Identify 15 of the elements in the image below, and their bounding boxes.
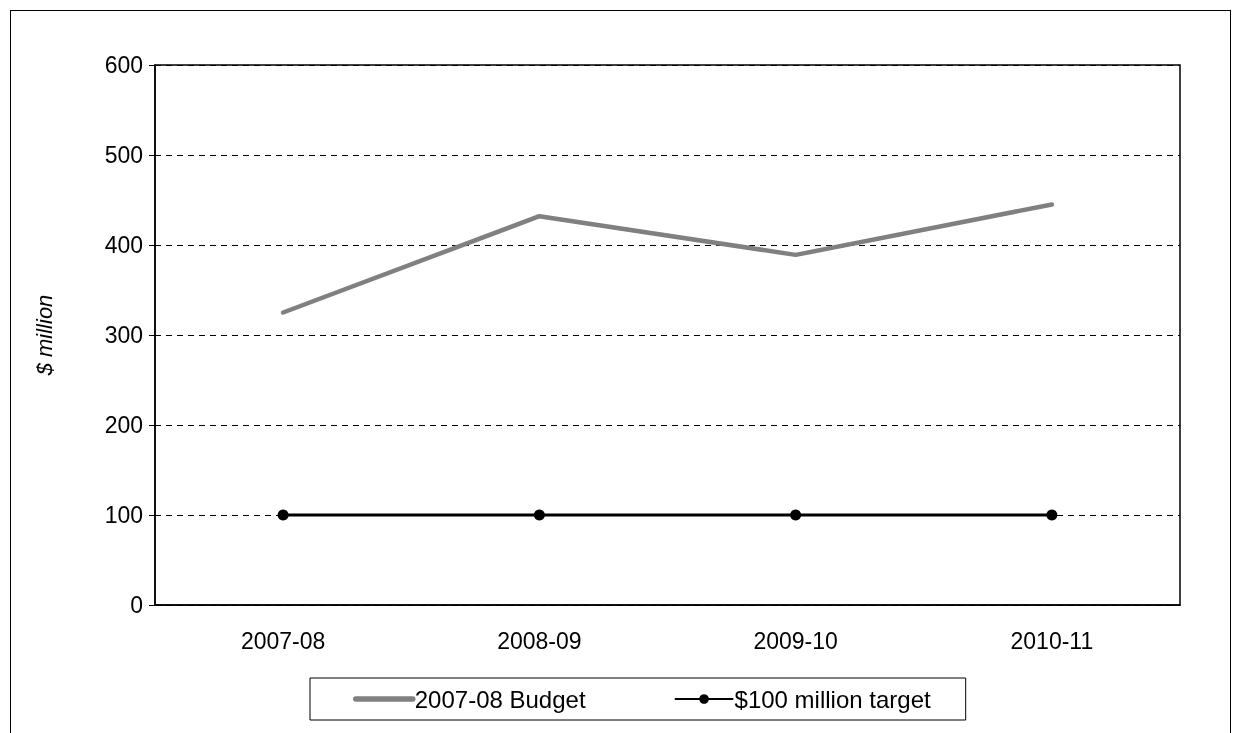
- y-tick-label: 500: [104, 142, 143, 168]
- legend-label: $100 million target: [734, 685, 932, 713]
- legend-label: 2007-08 Budget: [414, 685, 586, 713]
- line-series: [280, 202, 1055, 315]
- x-tick-label: 2009-10: [753, 627, 838, 654]
- y-tick-label: 600: [104, 52, 143, 78]
- y-axis-title: $ million: [31, 294, 57, 377]
- x-tick-label: 2008-09: [497, 627, 582, 654]
- y-tick-label: 300: [104, 322, 143, 348]
- y-tick-label: 200: [104, 412, 143, 438]
- y-tick-label: 0: [130, 592, 143, 618]
- x-tick-label: 2010-11: [1010, 627, 1094, 654]
- x-tick-label: 2007-08: [240, 627, 326, 654]
- y-tick-label: 400: [104, 232, 143, 258]
- y-tick-label: 100: [104, 502, 143, 528]
